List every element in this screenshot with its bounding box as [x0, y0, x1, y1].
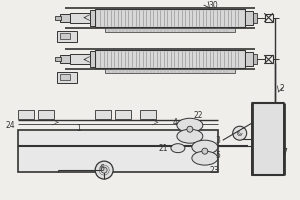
Bar [18, 110, 34, 119]
Text: 3: 3 [215, 136, 220, 145]
Bar [95, 9, 245, 27]
Ellipse shape [192, 140, 218, 154]
Bar [55, 16, 61, 20]
Circle shape [187, 126, 193, 132]
Bar [57, 31, 77, 42]
Bar [70, 13, 90, 23]
Bar [90, 51, 95, 67]
Ellipse shape [177, 129, 203, 143]
Bar [60, 14, 70, 22]
Bar [57, 72, 77, 83]
Text: 24: 24 [6, 121, 15, 130]
Bar [115, 110, 131, 119]
Bar [265, 14, 273, 22]
Bar [60, 55, 70, 63]
Circle shape [202, 148, 208, 154]
Ellipse shape [192, 151, 218, 165]
Text: 6: 6 [100, 164, 105, 173]
Bar [70, 54, 90, 64]
Bar [265, 55, 273, 63]
Text: 1: 1 [76, 124, 81, 133]
Text: 2: 2 [279, 84, 284, 93]
Bar [105, 28, 235, 32]
Ellipse shape [171, 144, 185, 153]
Bar [95, 110, 111, 119]
Ellipse shape [177, 118, 203, 132]
Text: 5: 5 [215, 151, 220, 160]
Text: 23: 23 [210, 166, 220, 175]
Bar [60, 33, 70, 39]
Text: 30: 30 [208, 1, 218, 10]
Bar [140, 110, 156, 119]
Bar [60, 74, 70, 80]
Bar [105, 69, 235, 73]
Bar [18, 130, 218, 172]
Bar [245, 11, 253, 25]
Bar [245, 52, 253, 66]
Text: 4: 4 [172, 118, 177, 127]
Bar [253, 54, 257, 64]
Circle shape [95, 161, 113, 179]
Bar [90, 10, 95, 26]
Bar [38, 110, 54, 119]
Bar [55, 57, 61, 61]
Text: 7: 7 [282, 148, 287, 157]
Bar [252, 103, 284, 175]
Circle shape [233, 126, 247, 140]
Bar [253, 13, 257, 23]
Text: 22: 22 [193, 111, 203, 120]
Text: 21: 21 [158, 144, 168, 153]
Circle shape [101, 167, 107, 173]
Bar [95, 50, 245, 68]
